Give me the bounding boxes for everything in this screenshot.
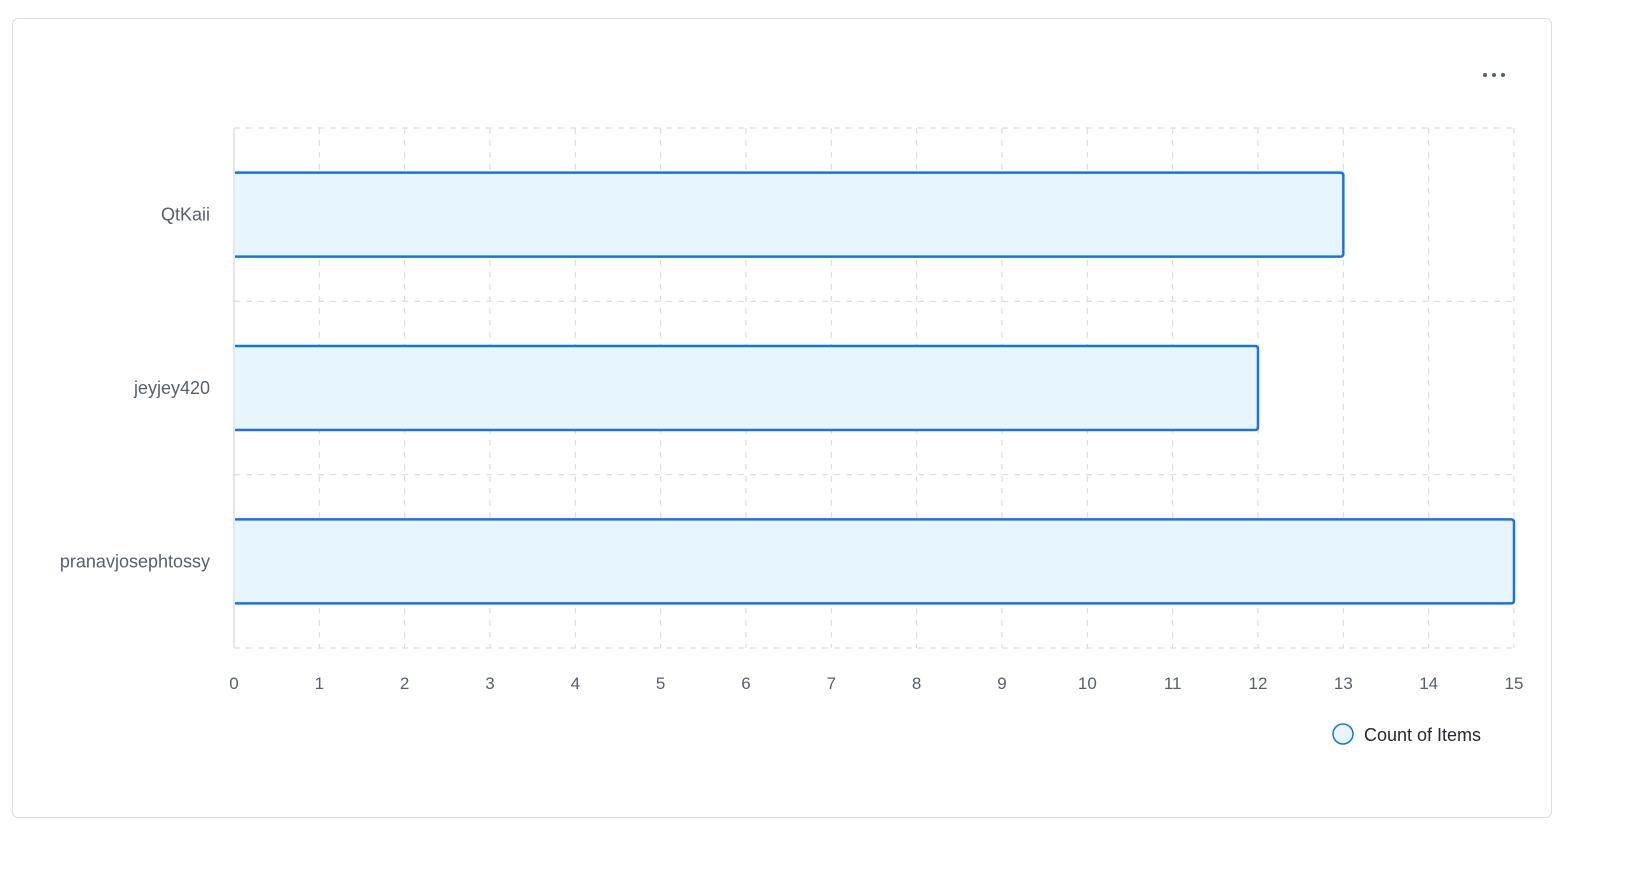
x-tick-label: 12 [1249,674,1268,693]
x-tick-label: 11 [1164,674,1182,693]
x-axis-ticks: 0 1 2 3 4 5 6 7 8 9 10 11 12 13 14 15 [229,674,1523,693]
x-tick-label: 14 [1419,674,1438,693]
legend[interactable]: Count of Items [1332,723,1481,745]
x-tick-label: 7 [827,674,836,693]
x-tick-label: 9 [997,674,1006,693]
x-tick-label: 2 [400,674,409,693]
x-tick-label: 10 [1078,674,1097,693]
bar[interactable] [235,344,1260,432]
x-tick-label: 0 [229,674,238,693]
legend-swatch [1332,723,1354,745]
x-tick-label: 5 [656,674,665,693]
x-tick-label: 4 [571,674,580,693]
x-tick-label: 3 [485,674,494,693]
bar-fill [235,519,1514,604]
kebab-dot [1501,73,1505,77]
category-label: QtKaii [161,205,210,225]
kebab-dot [1483,73,1487,77]
x-tick-label: 13 [1334,674,1353,693]
kebab-dot [1492,73,1496,77]
bar-fill [235,172,1344,257]
x-tick-label: 6 [741,674,750,693]
bar[interactable] [235,171,1345,258]
more-options-button[interactable] [1474,60,1514,90]
x-tick-label: 1 [315,674,324,693]
category-label: jeyjey420 [133,378,210,398]
x-tick-label: 8 [912,674,921,693]
category-label: pranavjosephtossy [60,551,210,571]
bars [235,171,1516,605]
bar-fill [235,346,1258,430]
x-tick-label: 15 [1505,674,1524,693]
y-axis-categories: QtKaii jeyjey420 pranavjosephtossy [60,205,210,572]
legend-label: Count of Items [1364,725,1481,745]
bar[interactable] [235,518,1516,605]
